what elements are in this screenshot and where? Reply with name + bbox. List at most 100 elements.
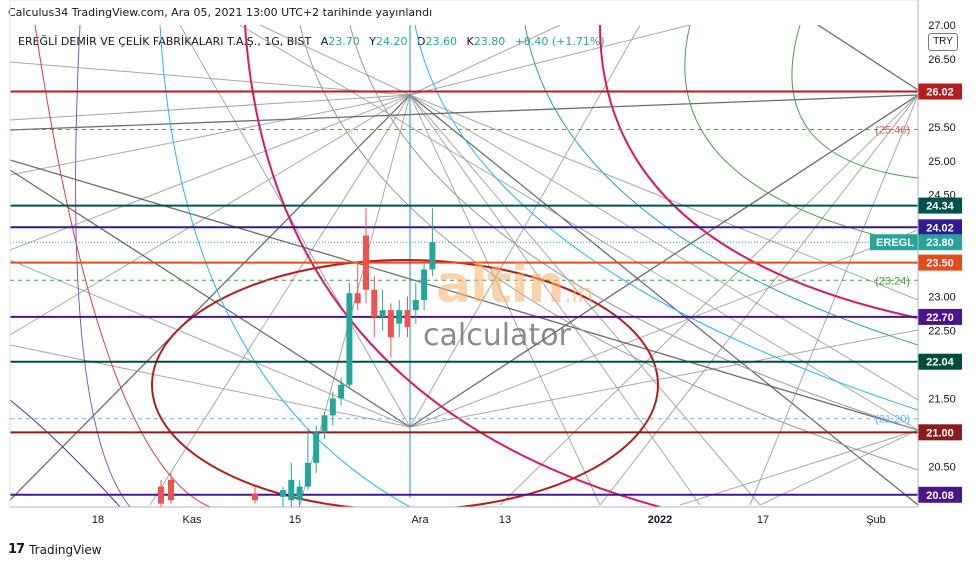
fan-line [499, 94, 918, 506]
symbol-title: EREĞLİ DEMİR VE ÇELİK FABRİKALARI T.A.Ş.… [18, 35, 312, 48]
high-label: Y [369, 35, 377, 48]
candle-body [412, 299, 419, 311]
y-tick-label: 22.50 [928, 325, 956, 337]
x-tick-label: 2022 [648, 514, 672, 526]
gann-arc [75, 25, 131, 507]
last-price-value: 23.80 [926, 237, 954, 249]
candles [158, 208, 436, 507]
x-tick-label: 17 [757, 514, 769, 526]
fan-line [149, 94, 411, 506]
watermark-suffix: .in [563, 279, 594, 309]
level-label: 20.08 [926, 490, 954, 502]
footer-brand[interactable]: 17 TradingView [8, 542, 102, 557]
candle-body [387, 310, 394, 338]
candle-body [354, 293, 361, 304]
fan-line [409, 94, 918, 506]
fan-line [749, 94, 918, 506]
dashed-level-label: (23.24) [875, 275, 910, 287]
fan-line [409, 94, 761, 506]
fan-line [409, 329, 918, 428]
level-label-bg [918, 83, 962, 100]
candle-body [421, 269, 428, 300]
fan-line [409, 25, 561, 96]
gann-arc [299, 25, 918, 471]
level-label-bg [918, 353, 962, 370]
tradingview-logo-icon: 17 [8, 542, 25, 557]
low-value: 23.60 [425, 35, 458, 48]
low-label: D [417, 35, 426, 48]
gann-arc [524, 25, 918, 346]
candle-body [404, 310, 411, 328]
level-label: 24.02 [926, 222, 954, 234]
fan-line [679, 429, 918, 506]
gann-arc [10, 399, 121, 507]
open-value: 23.70 [328, 35, 360, 48]
fan-line [10, 169, 411, 428]
candle-body [363, 235, 369, 290]
fan-line [10, 259, 411, 428]
level-label-bg [918, 308, 962, 325]
high-value: 24.20 [376, 35, 408, 48]
watermark-main: altin [436, 255, 565, 315]
level-label: 22.70 [926, 312, 954, 324]
close-label: K [466, 35, 474, 48]
axes: 20.50 21.50 22.50 23.00 24.50 25.00 25.50 26.50… [9, 0, 956, 526]
x-tick-label: 13 [499, 514, 511, 526]
fan-line [759, 429, 918, 506]
fan-line [817, 25, 918, 91]
brand-name: TradingView [29, 542, 102, 557]
currency-badge[interactable]: TRY [928, 33, 958, 51]
candle-body [304, 462, 311, 487]
level-label-bg [918, 424, 962, 441]
fan-line [409, 94, 918, 428]
change-value: +0.40 (+1.71%) [514, 35, 605, 48]
fan-line [10, 94, 411, 251]
candle-body [168, 479, 174, 501]
y-tick-label: 23.00 [928, 292, 956, 304]
level-label: 23.50 [926, 258, 954, 270]
gann-arc [244, 25, 661, 507]
open-label: A [320, 35, 329, 48]
fan-line [10, 344, 411, 428]
fan-line [409, 25, 691, 96]
level-label: 26.02 [926, 87, 954, 99]
gann-arc [791, 25, 918, 179]
watermark-text: calculator [423, 318, 571, 353]
candle-body [280, 490, 286, 497]
gann-arc [349, 25, 918, 431]
fan-line [259, 25, 411, 96]
candle-body [396, 310, 403, 324]
last-price-tag-bg [870, 234, 962, 251]
candle-body [313, 432, 320, 463]
y-tick-label: 24.50 [928, 190, 956, 202]
fan-line [409, 94, 918, 301]
drawing-tools [10, 25, 918, 507]
watermark-logo: altin.in [436, 255, 594, 315]
last-price-symbol: EREGL [876, 237, 914, 249]
candle-body [296, 486, 303, 501]
candle-body [288, 479, 295, 501]
gann-arc [34, 25, 211, 507]
level-label-bg [918, 486, 962, 503]
y-tick-label: 25.50 [928, 122, 956, 134]
x-tick-label: 18 [92, 514, 104, 526]
fan-line [10, 94, 411, 336]
fan-line [599, 94, 918, 506]
candle-body [346, 293, 353, 385]
x-tick-label: Kas [183, 514, 202, 526]
close-value: 23.80 [473, 35, 506, 48]
gann-arc [414, 25, 918, 411]
candle-body [321, 415, 328, 433]
level-label-bg [918, 254, 962, 271]
fan-line [409, 94, 701, 506]
red-ellipse [151, 259, 659, 507]
x-tick-label: 15 [289, 514, 301, 526]
publish-info: Calculus34 TradingView.com, Ara 05, 2021… [8, 6, 433, 19]
x-tick-label: Şub [866, 514, 886, 526]
candle-body [379, 310, 386, 317]
candle-body [158, 486, 164, 504]
candle-body [338, 384, 345, 399]
dashed-level-label: (21.20) [875, 414, 910, 426]
fan-line [10, 94, 411, 176]
